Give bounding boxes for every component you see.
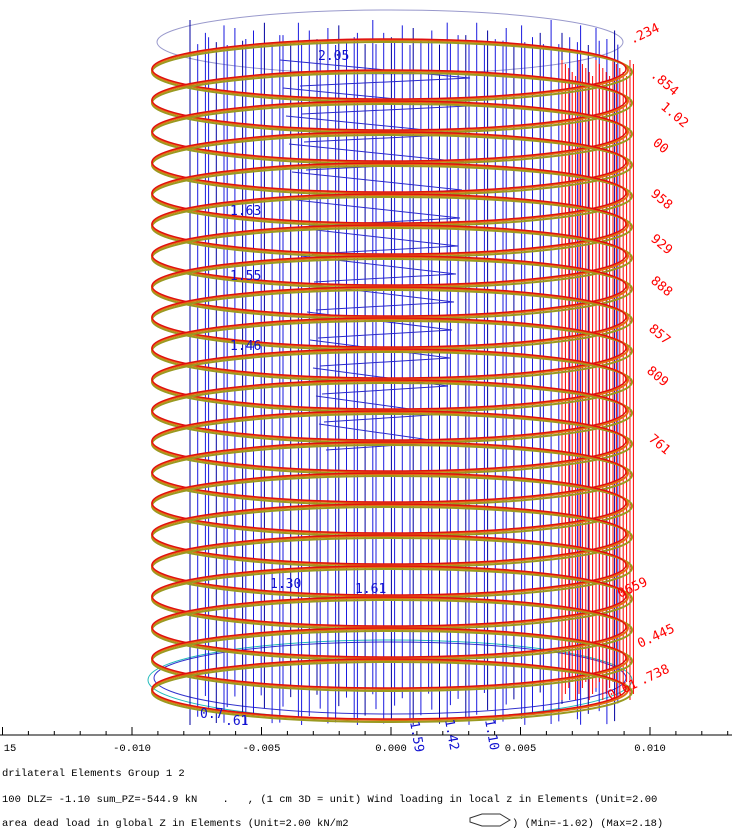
ruler: 15 -0.010 -0.005 0.000 0.005 0.010 bbox=[3, 727, 728, 755]
value-label: 0.445 bbox=[635, 621, 677, 651]
tick-label: -0.005 bbox=[243, 743, 281, 755]
value-label: 1.55 bbox=[230, 269, 261, 284]
value-label: 1.61 bbox=[355, 582, 386, 597]
value-label: .234 bbox=[627, 21, 662, 48]
value-label: 1.46 bbox=[230, 339, 261, 354]
tick-label: 0.010 bbox=[634, 743, 666, 755]
status-line: area dead load in global Z in Elements (… bbox=[2, 818, 349, 830]
value-label: 958 bbox=[647, 187, 675, 214]
value-label: 809 bbox=[643, 364, 671, 391]
value-label: 929 bbox=[647, 232, 675, 259]
model-geometry bbox=[148, 10, 633, 725]
value-label: 761 bbox=[645, 432, 673, 459]
value-label: .738 bbox=[637, 662, 672, 689]
value-label: 888 bbox=[647, 274, 675, 301]
value-label: 00 bbox=[649, 136, 671, 158]
status-line: drilateral Elements Group 1 2 bbox=[2, 768, 185, 780]
value-label: .61 bbox=[225, 714, 248, 729]
viewport: .234.8541.020095892988885780976106590.44… bbox=[0, 0, 732, 833]
value-label: 2.05 bbox=[318, 49, 349, 64]
min-max: ) (Min=-1.02) (Max=2.18) bbox=[512, 818, 663, 830]
value-label: 857 bbox=[645, 322, 673, 349]
value-label: .854 bbox=[647, 68, 681, 100]
legend-arrow bbox=[470, 814, 510, 826]
status-line: 100 DLZ= -1.10 sum_PZ=-544.9 kN . , (1 c… bbox=[2, 794, 657, 806]
tick-label: 15 bbox=[4, 743, 17, 755]
tick-label: 0.005 bbox=[505, 743, 537, 755]
value-label: 1.59 bbox=[406, 720, 426, 753]
page: .234.8541.020095892988885780976106590.44… bbox=[0, 0, 732, 833]
ring bbox=[152, 39, 626, 99]
value-label: 1.30 bbox=[270, 577, 301, 592]
value-label: 0.7 bbox=[200, 707, 223, 722]
bracing bbox=[298, 228, 458, 254]
tick-label: -0.010 bbox=[113, 743, 151, 755]
value-label: 1.02 bbox=[657, 100, 691, 132]
tick-label: 0.000 bbox=[375, 743, 407, 755]
value-label: 1.63 bbox=[230, 204, 261, 219]
